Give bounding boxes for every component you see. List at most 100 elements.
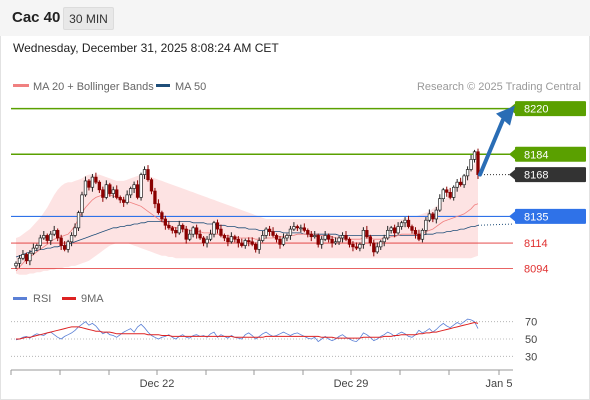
ma50-line [15, 221, 479, 258]
candle-body [177, 224, 181, 234]
candle-body [188, 233, 192, 240]
candle-body [62, 245, 67, 250]
candle-body [281, 237, 286, 245]
candle-body [427, 213, 432, 221]
candle-body [101, 189, 105, 198]
candle-body [434, 209, 438, 220]
candle-body [267, 228, 272, 232]
candle-body [472, 151, 477, 160]
candle-body [38, 237, 42, 246]
candle-body [52, 230, 56, 235]
candle-body [458, 181, 463, 186]
candle-body [90, 176, 95, 188]
ma50-legend-label: MA 50 [175, 81, 206, 93]
candle-body [243, 240, 247, 246]
candle-body [278, 238, 282, 245]
chart-header-bar: Cac 40 30 MIN [0, 0, 590, 36]
level-box-resistance-1 [515, 146, 586, 162]
candle-body [254, 243, 258, 250]
candle-body [191, 227, 195, 235]
level-box-pivot [515, 208, 586, 224]
candle-body [146, 169, 150, 181]
candle-body [292, 226, 296, 230]
candle-body [465, 169, 470, 177]
candle-body [76, 212, 81, 229]
timeframe-button[interactable]: 30 MIN [63, 7, 114, 30]
candle-body [368, 236, 372, 244]
candle-body [285, 235, 289, 239]
price-panel: 8220 8184 8168 8135 8114 8094 [11, 101, 586, 275]
time-tick-label: Dec 29 [334, 378, 369, 390]
level-box-last-price [515, 167, 586, 183]
rsi-legend-swatch [13, 297, 27, 300]
candle-body [399, 222, 404, 227]
candle-body [264, 228, 268, 236]
candle-body [35, 245, 39, 249]
chart-credit: Research © 2025 Trading Central [417, 81, 581, 93]
candle-body [233, 236, 237, 240]
candle-body [257, 240, 261, 250]
ma20-legend-label: MA 20 + Bollinger Bands [33, 81, 154, 93]
candle-body [17, 257, 22, 264]
candle-body [351, 243, 355, 248]
candle-body [441, 189, 445, 200]
candle-body [229, 236, 234, 243]
candle-body [309, 233, 313, 238]
rsi-legend-label: RSI [33, 293, 51, 305]
candle-body [28, 252, 32, 262]
rsi-tick-label-70: 70 [525, 317, 537, 329]
candle-body [299, 227, 303, 230]
candle-body [83, 180, 88, 196]
ma20-legend-swatch [13, 84, 29, 87]
candle-body [476, 151, 480, 175]
candle-body [142, 169, 147, 175]
candle-body [87, 180, 91, 188]
instrument-symbol: Cac 40 [12, 9, 61, 26]
candle-body [42, 235, 46, 239]
candle-body [330, 238, 334, 244]
candle-body [104, 184, 108, 198]
ma20-line [15, 194, 479, 272]
candle-body [160, 212, 164, 220]
candle-body [358, 243, 362, 249]
candle-body [386, 230, 390, 239]
candle-body [45, 235, 49, 241]
candle-body [431, 213, 435, 220]
level-label-pivot: 8135 [524, 211, 548, 223]
time-tick-label: Dec 22 [140, 378, 175, 390]
candle-body [340, 235, 345, 239]
candle-body [80, 194, 84, 213]
rsi-line [15, 318, 479, 343]
candle-body [215, 222, 220, 230]
candle-body [94, 176, 98, 183]
candle-body [31, 247, 36, 254]
time-axis: Dec 22 Dec 29 Jan 5 [10, 370, 512, 390]
candle-body [115, 189, 119, 198]
rsi-ma-legend-label: 9MA [81, 293, 104, 305]
candle-body [455, 181, 459, 188]
candle-body [128, 188, 133, 196]
candle-body [139, 174, 143, 198]
candle-body [149, 179, 154, 192]
rsi-panel: 70 50 30 [11, 317, 537, 363]
candle-body [167, 224, 171, 229]
candle-body [59, 237, 63, 246]
candle-body [313, 235, 317, 238]
candle-body [219, 228, 223, 236]
candle-body [354, 246, 359, 249]
candle-body [274, 235, 279, 240]
rsi-ma-legend-swatch [62, 297, 76, 300]
level-pointer-last-price [509, 169, 515, 180]
candle-body [420, 230, 425, 240]
candle-body [382, 237, 386, 243]
candle-body [181, 224, 185, 230]
candle-body [56, 230, 60, 239]
candle-body [21, 254, 25, 259]
candle-body [14, 262, 18, 267]
candle-body [445, 189, 449, 193]
candle-body [24, 254, 29, 262]
candle-body [66, 241, 70, 250]
candle-body [448, 191, 452, 198]
candle-body [288, 228, 293, 236]
